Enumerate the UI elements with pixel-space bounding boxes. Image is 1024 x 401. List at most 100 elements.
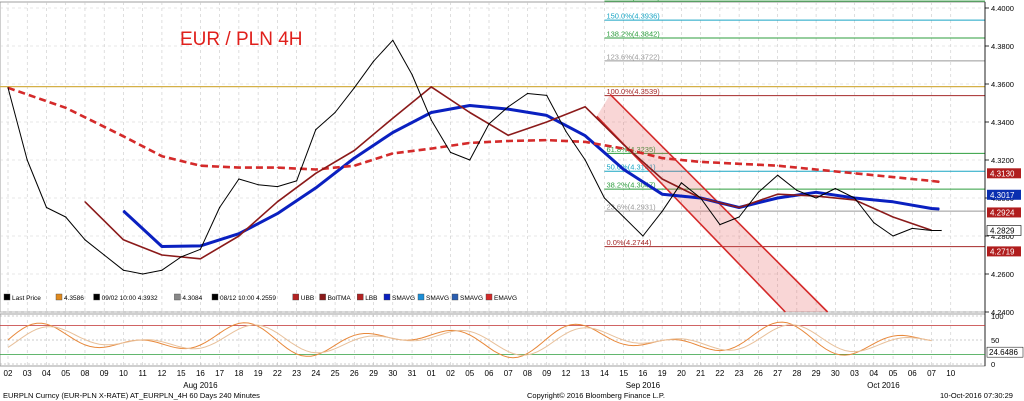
series-point [940, 229, 942, 232]
x-tick-label: 06 [908, 369, 917, 378]
series-point [276, 167, 278, 169]
series-point [623, 148, 625, 150]
x-tick-label: 03 [850, 369, 859, 378]
series-point [276, 212, 278, 215]
series-point [392, 152, 394, 154]
legend-label: EMAVG [494, 295, 517, 302]
series-point [469, 111, 471, 114]
series-point [469, 142, 471, 144]
series-point [738, 206, 740, 209]
x-tick-label: 29 [369, 369, 378, 378]
x-tick-label: 19 [658, 369, 667, 378]
legend-swatch [93, 293, 100, 301]
series-point [815, 191, 817, 193]
series-point [853, 199, 856, 201]
series-point [122, 210, 125, 212]
x-tick-label: 29 [812, 369, 821, 378]
series-point [738, 216, 740, 218]
series-line [7, 39, 942, 275]
series-point [546, 139, 548, 141]
series-point [892, 176, 894, 178]
y-tick-label: 4.4000 [991, 4, 1014, 13]
series-point [238, 235, 240, 237]
footer-center: Copyright© 2016 Bloomberg Finance L.P. [527, 391, 665, 400]
legend-swatch [174, 293, 181, 301]
series-point [661, 157, 663, 159]
x-tick-label: 05 [889, 369, 898, 378]
series-point [507, 134, 509, 136]
legend-label: SMAVG [426, 295, 449, 302]
price-tag-label: 4.3017 [990, 191, 1015, 200]
x-tick-label: 08 [523, 369, 532, 378]
legend-label: BolTMA [328, 295, 352, 302]
x-tick-label: 17 [215, 369, 224, 378]
legend-label: SMAVG [460, 295, 483, 302]
series-point [392, 117, 394, 119]
x-tick-label: 01 [427, 369, 436, 378]
fib-label: 138.2%(4.3842) [606, 30, 660, 39]
x-tick-label: 16 [638, 369, 647, 378]
chart-title: EUR / PLN 4H [180, 29, 302, 50]
series-point [584, 135, 586, 137]
series-point [392, 39, 394, 41]
series-point [276, 201, 278, 203]
series-point [296, 180, 298, 182]
series-point [911, 227, 913, 229]
series-point [430, 111, 432, 114]
series-point [372, 60, 375, 62]
fib-label: 38.2%(4.3047) [606, 181, 656, 190]
x-tick-label: 23 [292, 369, 301, 378]
series-point [930, 229, 933, 232]
x-tick-label: 23 [735, 369, 744, 378]
legend-swatch [451, 293, 459, 301]
x-tick-label: 13 [581, 369, 590, 378]
series-point [199, 258, 201, 260]
series-point [584, 106, 586, 108]
series-point [430, 86, 432, 88]
price-tag-label: 4.2829 [990, 226, 1015, 235]
x-tick-label: 08 [81, 369, 90, 378]
fib-label: 23.6%(4.2931) [606, 203, 656, 212]
axes: 02 03 04 05 08 09 10 11 12 15 16 17 18 19 22 23 24 25 26 29… [4, 2, 1014, 390]
series-point [84, 201, 86, 203]
x-tick-label: 30 [831, 369, 840, 378]
series-point [930, 180, 933, 182]
series-point [122, 135, 125, 137]
series-point [584, 141, 586, 143]
series-point [180, 256, 182, 258]
x-tick-label: 02 [446, 369, 455, 378]
series-point [449, 151, 452, 153]
legend-label: LBB [365, 295, 377, 302]
series-point [546, 94, 548, 96]
series-point [161, 155, 163, 157]
series-point [238, 167, 240, 169]
series-point [815, 195, 817, 197]
legend-label: 08/12 10:00 4.2559 [220, 295, 276, 302]
x-tick-label: 14 [600, 369, 609, 378]
fib-label: 0.0%(4.2744) [606, 238, 652, 247]
month-label: Aug 2016 [183, 381, 218, 390]
fib-label: 100.0%(4.3539) [606, 87, 660, 96]
series-point [661, 178, 663, 180]
x-tick-label: 07 [927, 369, 936, 378]
x-tick-label: 20 [677, 369, 686, 378]
series-point [565, 130, 567, 133]
x-tick-label: 12 [562, 369, 571, 378]
legend-swatch [383, 293, 391, 301]
series-point [238, 178, 240, 180]
x-tick-label: 12 [157, 369, 166, 378]
series-point [623, 168, 625, 171]
series-point [45, 206, 48, 209]
series-point [938, 208, 940, 210]
osc-tick-label: 50 [991, 336, 999, 345]
x-tick-label: 31 [408, 369, 417, 378]
x-tick-label: 07 [504, 369, 513, 378]
series-point [661, 210, 663, 212]
x-tick-label: 04 [42, 369, 51, 378]
series-point [930, 207, 933, 210]
legend-swatch [292, 293, 299, 301]
x-tick-label: 10 [946, 369, 955, 378]
series-point [796, 189, 798, 191]
series-point [546, 114, 548, 116]
